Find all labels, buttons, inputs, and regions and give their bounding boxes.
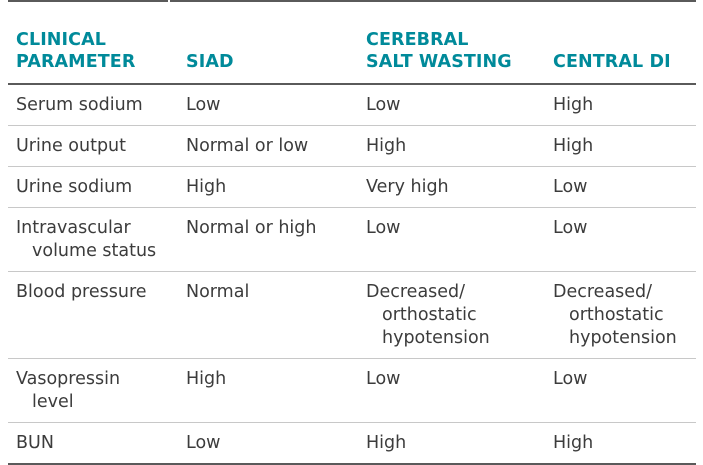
cell-csw: Decreased/ orthostatic hypotension bbox=[358, 271, 545, 359]
cell-text: Low bbox=[366, 95, 401, 115]
cell-di: High bbox=[545, 84, 696, 126]
cell-di: Low bbox=[545, 358, 696, 423]
cell-csw: Low bbox=[358, 207, 545, 272]
cell-text-continued: hypotension bbox=[382, 328, 490, 348]
table-body: Serum sodium Low Low High Urine output N… bbox=[8, 84, 696, 465]
header-csw-line-2: SALT WASTING bbox=[366, 52, 512, 72]
cell-siad: Normal or low bbox=[178, 125, 358, 167]
cell-di: Low bbox=[545, 166, 696, 208]
cell-di: High bbox=[545, 422, 696, 465]
cell-csw: Very high bbox=[358, 166, 545, 208]
cell-csw: High bbox=[358, 125, 545, 167]
cell-text: Low bbox=[366, 369, 401, 389]
cell-text: Low bbox=[186, 433, 221, 453]
cell-text: Low bbox=[553, 177, 588, 197]
cell-text: Normal or high bbox=[186, 218, 317, 238]
cell-text: Urine output bbox=[16, 136, 127, 156]
table-row: Blood pressure Normal Decreased/ orthost… bbox=[8, 271, 696, 359]
header-cerebral-salt-wasting: CEREBRAL SALT WASTING bbox=[358, 2, 545, 85]
cell-csw: Low bbox=[358, 358, 545, 423]
cell-siad: Normal or high bbox=[178, 207, 358, 272]
cell-text-continued: level bbox=[32, 392, 74, 412]
cell-siad: Low bbox=[178, 84, 358, 126]
cell-text: Low bbox=[553, 369, 588, 389]
cell-text: Decreased/ bbox=[553, 282, 653, 302]
cell-text: High bbox=[366, 433, 407, 453]
cell-text: Normal or low bbox=[186, 136, 309, 156]
cell-text: Normal bbox=[186, 282, 250, 302]
header-clinical-parameter: CLINICAL PARAMETER bbox=[8, 2, 178, 85]
table-header: CLINICAL PARAMETER SIAD CEREBRAL SALT WA… bbox=[8, 2, 696, 85]
cell-parameter: Urine sodium bbox=[8, 166, 178, 208]
header-row: CLINICAL PARAMETER SIAD CEREBRAL SALT WA… bbox=[8, 2, 696, 85]
cell-text: High bbox=[186, 177, 227, 197]
cell-text: Decreased/ bbox=[366, 282, 466, 302]
cell-siad: Low bbox=[178, 422, 358, 465]
header-central-di: CENTRAL DI bbox=[545, 2, 696, 85]
cell-text: Low bbox=[553, 218, 588, 238]
header-siad-label: SIAD bbox=[186, 52, 234, 72]
table-row: Vasopressin level High Low Low bbox=[8, 358, 696, 423]
cell-parameter: Intravascular volume status bbox=[8, 207, 178, 272]
cell-text: High bbox=[553, 95, 594, 115]
cell-text: Urine sodium bbox=[16, 177, 133, 197]
cell-siad: Normal bbox=[178, 271, 358, 359]
cell-csw: Low bbox=[358, 84, 545, 126]
cell-text: High bbox=[553, 136, 594, 156]
cell-text: Low bbox=[366, 218, 401, 238]
table-row: Intravascular volume status Normal or hi… bbox=[8, 207, 696, 272]
header-central-di-label: CENTRAL DI bbox=[553, 52, 671, 72]
cell-text-continued: hypotension bbox=[569, 328, 677, 348]
header-clinical-parameter-line-2: PARAMETER bbox=[16, 52, 136, 72]
table-row: BUN Low High High bbox=[8, 422, 696, 465]
cell-parameter: Urine output bbox=[8, 125, 178, 167]
cell-di: High bbox=[545, 125, 696, 167]
cell-siad: High bbox=[178, 166, 358, 208]
comparison-table: CLINICAL PARAMETER SIAD CEREBRAL SALT WA… bbox=[8, 2, 696, 465]
header-siad: SIAD bbox=[178, 2, 358, 85]
table-row: Serum sodium Low Low High bbox=[8, 84, 696, 126]
cell-text-continued: volume status bbox=[32, 241, 157, 261]
header-csw-line-1: CEREBRAL bbox=[366, 30, 469, 50]
cell-di: Low bbox=[545, 207, 696, 272]
cell-text-continued: orthostatic bbox=[569, 305, 664, 325]
header-clinical-parameter-line-1: CLINICAL bbox=[16, 30, 107, 50]
cell-parameter: BUN bbox=[8, 422, 178, 465]
cell-text: Very high bbox=[366, 177, 449, 197]
cell-siad: High bbox=[178, 358, 358, 423]
table-row: Urine sodium High Very high Low bbox=[8, 166, 696, 208]
table-top-rule-gap bbox=[168, 0, 170, 2]
cell-text-continued: orthostatic bbox=[382, 305, 477, 325]
cell-text: High bbox=[553, 433, 594, 453]
cell-text: Serum sodium bbox=[16, 95, 143, 115]
table-top-rule bbox=[8, 0, 696, 2]
cell-text: Vasopressin bbox=[16, 369, 121, 389]
cell-parameter: Serum sodium bbox=[8, 84, 178, 126]
cell-text: Intravascular bbox=[16, 218, 131, 238]
cell-di: Decreased/ orthostatic hypotension bbox=[545, 271, 696, 359]
cell-csw: High bbox=[358, 422, 545, 465]
cell-text: BUN bbox=[16, 433, 54, 453]
cell-parameter: Vasopressin level bbox=[8, 358, 178, 423]
cell-text: High bbox=[186, 369, 227, 389]
cell-text: Blood pressure bbox=[16, 282, 147, 302]
cell-text: High bbox=[366, 136, 407, 156]
cell-text: Low bbox=[186, 95, 221, 115]
cell-parameter: Blood pressure bbox=[8, 271, 178, 359]
table-row: Urine output Normal or low High High bbox=[8, 125, 696, 167]
